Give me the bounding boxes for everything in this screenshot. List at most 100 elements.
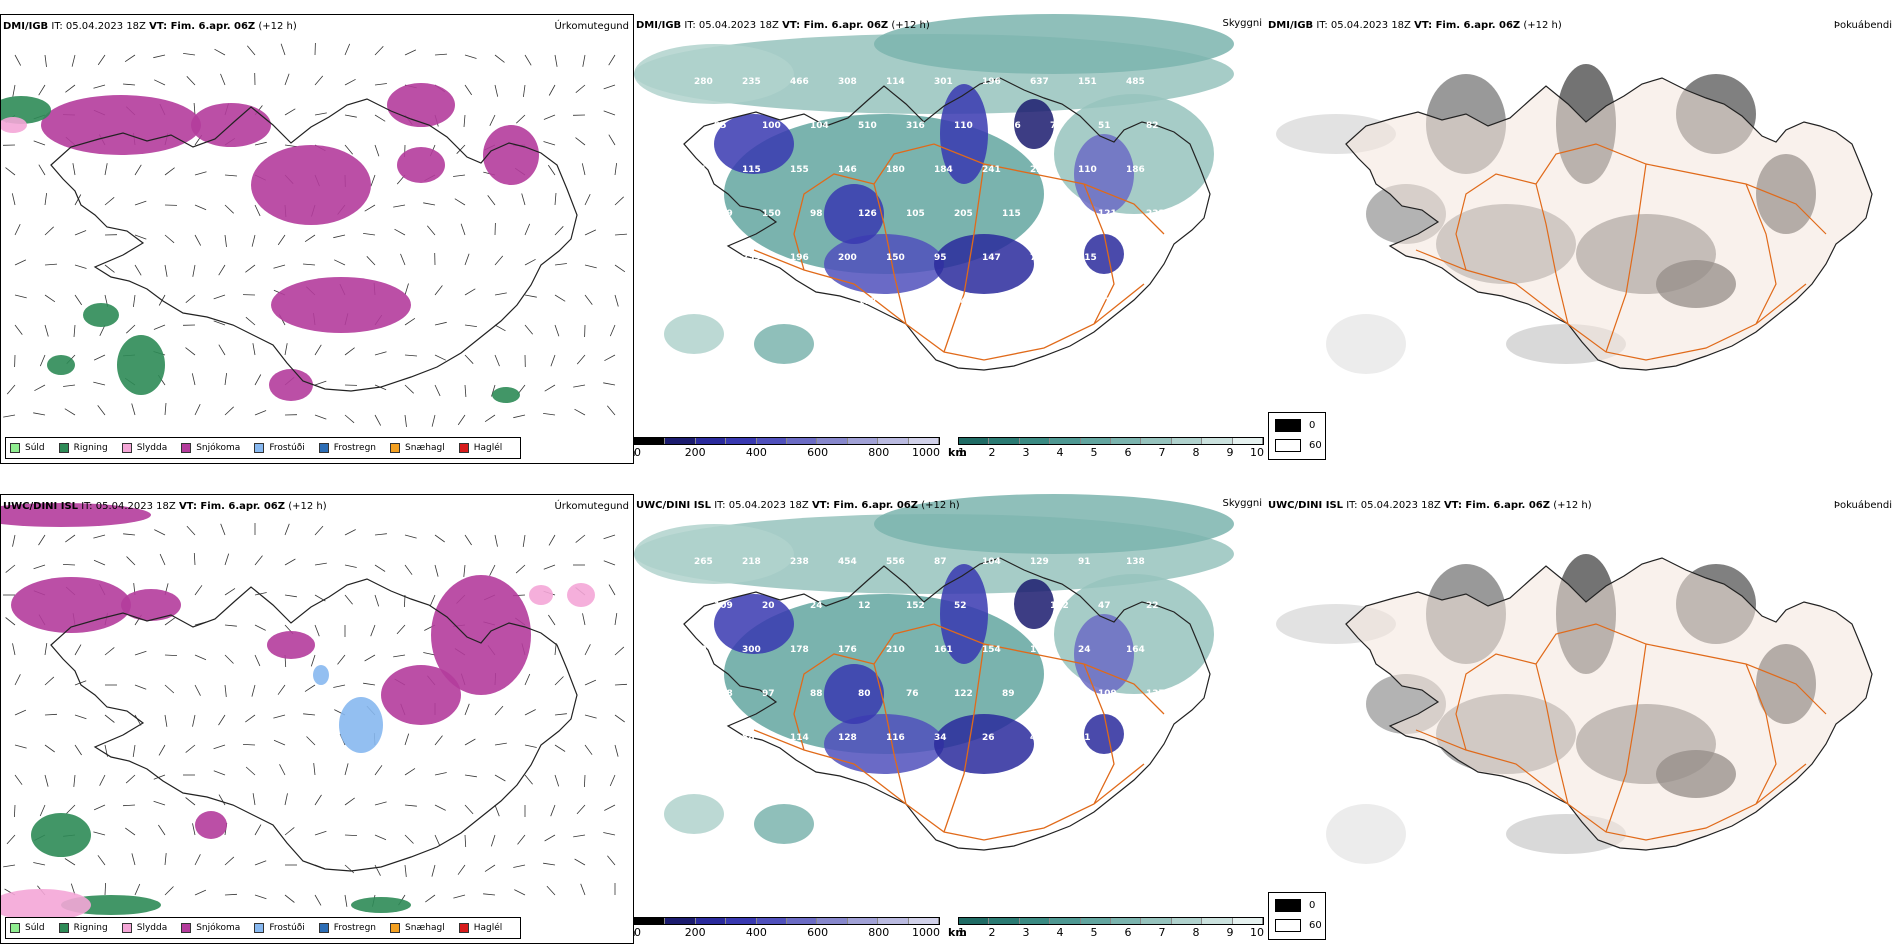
wind-barb (164, 684, 175, 694)
wind-barb (576, 354, 586, 365)
wind-barb (218, 264, 226, 276)
scale-tick: 800 (868, 446, 890, 459)
wind-barb (524, 324, 534, 335)
wind-barb (614, 163, 617, 176)
fog-panel-dmi: DMI/IGB IT: 05.04.2023 18Z VT: Fim. 6.ap… (1266, 14, 1900, 464)
fog-legend: 0 60 (1268, 892, 1326, 940)
visibility-map-uwc: 265 218 238 454 556 87 104 129 91 138 109 20 24 12 152… (634, 494, 1234, 851)
wind-barb (524, 54, 532, 66)
panel-title: Þokuábendi (1833, 500, 1892, 511)
wind-barb (606, 405, 616, 416)
scale-color-step (959, 918, 990, 924)
visibility-label: 75 (1050, 121, 1063, 131)
precip-area (47, 355, 75, 375)
scale-color-step (1141, 918, 1172, 924)
visibility-label: 150 (810, 297, 829, 307)
wind-barb (453, 174, 466, 177)
wind-barb (224, 856, 235, 866)
wind-barb (280, 43, 286, 56)
wind-barb (431, 414, 436, 427)
fog-value-60: 60 (1309, 920, 1322, 931)
legend-item-5: Frostregn (318, 923, 376, 933)
scale-tick: 10 (1250, 926, 1264, 939)
visibility-scale: km 1 2 3 4 5 6 7 8 9 10 (948, 917, 1264, 939)
wind-barb (434, 285, 443, 296)
legend-swatch (318, 923, 329, 933)
visibility-label: 102 (714, 297, 733, 307)
wind-barb (314, 794, 322, 806)
precip-area (339, 697, 383, 753)
wind-barb (608, 54, 616, 66)
precip-area (529, 585, 553, 605)
visibility-area (1084, 234, 1124, 274)
legend-label: Snæhagl (405, 443, 445, 453)
iceland-coastline (1345, 77, 1873, 371)
visibility-map-dmi: 280 235 466 308 114 301 196 637 151 485 95 100 104 51… (634, 14, 1234, 371)
scale-color-step (1171, 438, 1203, 444)
scale-color-step (787, 438, 818, 444)
scale-tick: 4 (1056, 926, 1064, 939)
wind-barb (374, 834, 387, 841)
wind-barb (254, 894, 267, 900)
wind-barb (514, 889, 526, 896)
visibility-label: 31 (1098, 297, 1111, 307)
road-network (753, 143, 1165, 361)
wind-barb (513, 414, 526, 419)
wind-barb (134, 200, 147, 206)
wind-barb (38, 84, 46, 96)
wind-barb (374, 564, 386, 572)
wind-barb (584, 714, 597, 719)
visibility-label: 44 (1030, 733, 1043, 743)
wind-barb (314, 830, 327, 836)
wind-barb (194, 171, 207, 176)
wind-barb (44, 774, 49, 787)
wind-barb (344, 894, 348, 907)
wind-barb (524, 294, 537, 298)
scale-color-step (1202, 438, 1233, 444)
wind-barb (123, 533, 136, 536)
fog-swatch-60 (1275, 919, 1301, 932)
legend-label: Haglél (473, 923, 503, 933)
wind-barb (404, 414, 407, 427)
wind-barb (14, 774, 23, 785)
precip-area (41, 95, 201, 155)
wind-barb (434, 53, 448, 56)
wind-barb (404, 384, 414, 394)
wind-barb (38, 534, 46, 546)
wind-barb (252, 793, 256, 806)
wind-barb (584, 194, 591, 206)
wind-barb (133, 294, 136, 307)
wind-barb (64, 858, 76, 866)
wind-barb (134, 883, 141, 896)
wind-barb (464, 834, 467, 848)
legend-swatch (318, 443, 329, 453)
wind-barb (404, 354, 418, 357)
wind-barb (550, 804, 556, 817)
wind-barb (603, 534, 616, 540)
visibility-label: 34 (934, 733, 947, 743)
precip-type-legend: Súld Rigning Slydda Snjókoma Frostúði Frostre… (5, 917, 522, 939)
visibility-label: 56 (1146, 297, 1159, 307)
visibility-label: 135 (1050, 689, 1069, 699)
scale-color-step (878, 438, 909, 444)
fog-value-0: 0 (1309, 900, 1316, 911)
visibility-label: 77 (1050, 297, 1063, 307)
wind-barb (273, 739, 286, 746)
wind-barb (306, 736, 316, 746)
wind-barb (374, 114, 386, 122)
wind-barb (344, 564, 357, 568)
wind-barb (344, 78, 356, 86)
visibility-label: 164 (1126, 645, 1145, 655)
visibility-label: 210 (886, 645, 905, 655)
wind-barb (574, 858, 586, 866)
wind-barbs (3, 523, 628, 907)
wind-barb (457, 414, 466, 426)
wind-barb (614, 646, 625, 656)
wind-barb (74, 644, 82, 656)
wind-barb (426, 225, 436, 236)
wind-barb (584, 774, 586, 788)
precip-area (313, 665, 329, 685)
visibility-label: 20 (762, 601, 775, 611)
wind-barb (464, 354, 474, 364)
wind-barb (524, 709, 536, 716)
